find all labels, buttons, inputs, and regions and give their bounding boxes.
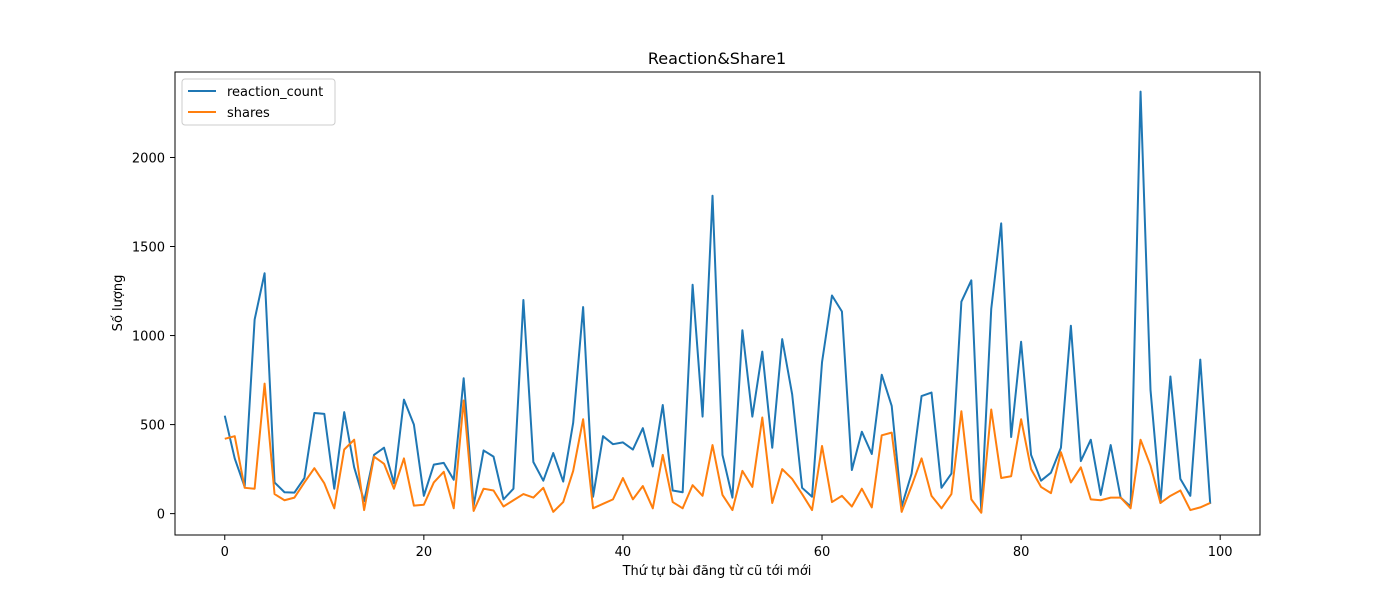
y-axis: 0 500 1000 1500 2000 xyxy=(132,151,175,523)
y-axis-label: Số lượng xyxy=(111,275,126,332)
x-axis-label: Thứ tự bài đăng từ cũ tới mới xyxy=(622,564,812,579)
legend: reaction_count shares xyxy=(181,78,336,126)
x-tick-label: 20 xyxy=(416,545,433,560)
y-tick-label: 0 xyxy=(157,508,165,523)
y-tick-label: 1500 xyxy=(132,241,165,256)
chart-title: Reaction&Share1 xyxy=(648,49,786,68)
y-tick-label: 1000 xyxy=(132,330,165,345)
legend-label-reaction-count: reaction_count xyxy=(227,85,323,100)
legend-label-shares: shares xyxy=(227,106,270,121)
y-tick-label: 2000 xyxy=(132,151,165,166)
series-line-shares xyxy=(224,382,1211,514)
x-tick-label: 0 xyxy=(221,545,229,560)
series-layer xyxy=(223,90,1212,514)
x-tick-label: 40 xyxy=(615,545,632,560)
plot-area: 0 20 40 60 80 100 0 500 1000 1500 2000 xyxy=(132,71,1261,560)
y-tick-label: 500 xyxy=(140,419,165,434)
x-tick-label: 60 xyxy=(814,545,831,560)
x-axis: 0 20 40 60 80 100 xyxy=(221,535,1233,560)
legend-box xyxy=(181,78,336,126)
plot-frame xyxy=(174,71,1261,536)
x-tick-label: 100 xyxy=(1208,545,1233,560)
x-tick-label: 80 xyxy=(1013,545,1030,560)
series-line-reaction-count xyxy=(223,90,1212,513)
